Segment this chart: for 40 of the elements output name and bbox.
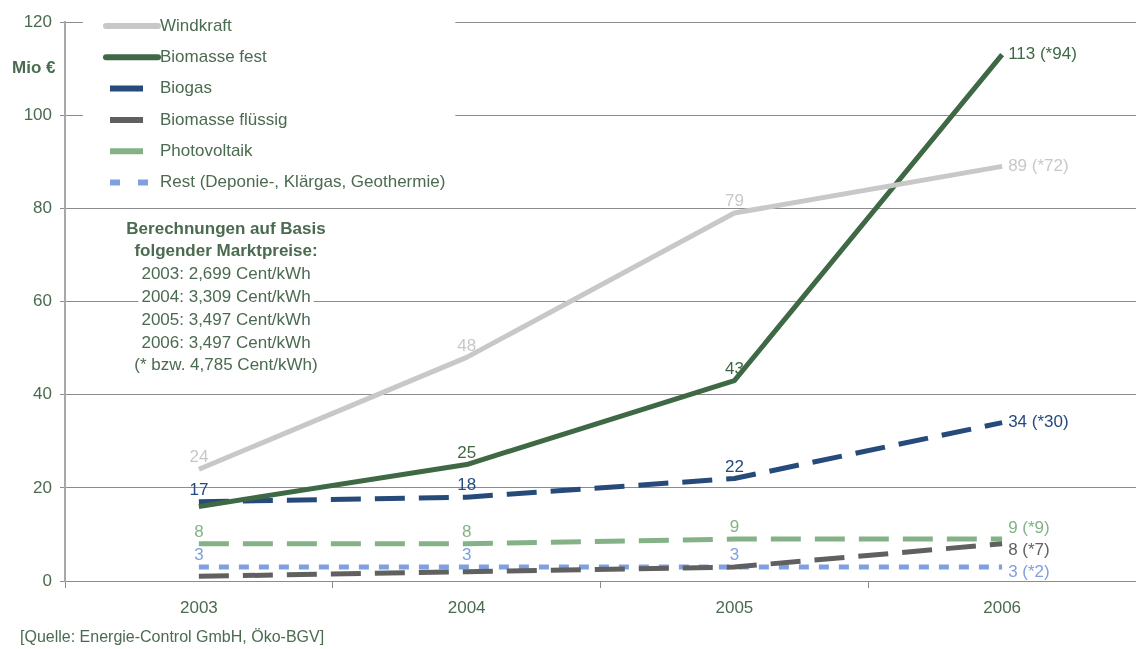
legend-label: Rest (Deponie-, Klärgas, Geothermie) [160,172,446,192]
legend-label: Biomasse fest [160,46,268,66]
x-tick-label: 2005 [715,597,754,617]
data-label: 18 [457,475,477,495]
y-tick-label: 40 [33,384,52,404]
annotation: Berechnungen auf Basis folgender Marktpreise: [126,218,326,261]
y-tick-label: 120 [23,11,52,31]
data-label: 8 [194,521,204,541]
data-label: 8 (*7) [1008,539,1050,559]
annotation: 2006: 3,497 Cent/kWh [141,332,311,352]
text: [Quelle: Energie-Control GmbH, Öko-BGV] [20,628,325,646]
legend-label: Biomasse flüssig [160,109,288,129]
annotation: 2004: 3,309 Cent/kWh [141,287,311,307]
y-tick-label: 0 [42,570,52,590]
x-tick-label: 2004 [447,597,486,617]
legend-label: Biogas [160,78,212,98]
data-label: 25 [457,442,477,462]
y-tick-label: 80 [33,198,52,218]
data-label: 34 (*30) [1008,412,1069,432]
x-tick-label: 2006 [983,597,1022,617]
data-label: 3 [729,545,740,565]
legend-label: Photovoltaik [160,140,254,160]
data-label: 3 [461,545,472,565]
y-tick-label: 100 [23,104,52,124]
data-label: 9 [729,517,740,537]
y-tick-label: 60 [33,291,52,311]
annotation: 2003: 2,699 Cent/kWh [141,264,311,284]
annotation: (* bzw. 4,785 Cent/kWh) [134,355,318,375]
data-label: 8 [461,521,472,541]
data-label: 3 [194,545,204,565]
data-label: 3 (*2) [1008,561,1050,581]
data-label: 9 (*9) [1008,517,1050,537]
x-tick-label: 2003 [179,597,218,617]
data-label: 22 [724,456,744,476]
y-axis-title: Mio € [12,57,56,77]
data-label: 17 [189,480,209,499]
annotation: 2005: 3,497 Cent/kWh [141,309,311,329]
y-tick-label: 20 [33,477,52,497]
legend-label: Windkraft [160,15,233,35]
data-label: 113 (*94) [1008,44,1077,64]
